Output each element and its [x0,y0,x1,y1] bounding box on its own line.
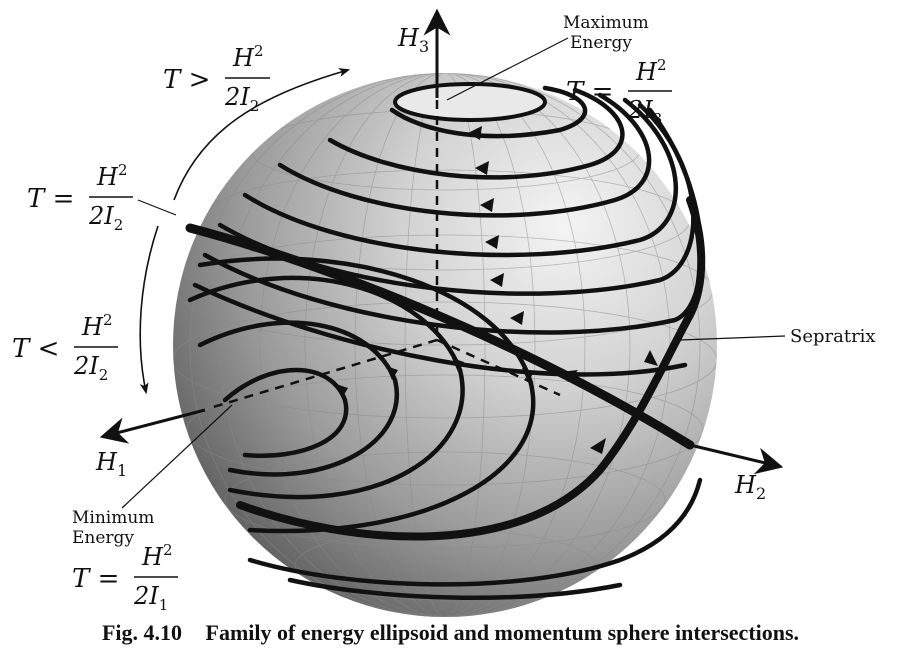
equation-t-equal: T = H2 2I2 [27,161,177,234]
max-energy-cap [393,82,547,122]
flow-arrows [336,126,658,454]
axis-label-h3: H3 [397,24,429,56]
svg-text:T >: T > [163,65,210,95]
svg-text:Sepratrix: Sepratrix [790,326,876,347]
equation-t-less: T < H2 2I2 [12,311,118,384]
maximum-energy-label: Maximum Energy [446,13,649,101]
equation-t-greater: T > H2 2I2 [163,42,270,115]
figure-caption: Fig. 4.10 Family of energy ellipsoid and… [0,620,901,646]
svg-text:T =: T = [72,564,119,594]
svg-text:Energy: Energy [72,528,134,548]
external-axes [99,8,784,475]
svg-text:H2: H2 [81,311,112,341]
svg-text:2I2: 2I2 [88,202,123,234]
svg-text:H2: H2 [141,541,172,571]
sepratrix-label: Sepratrix [679,326,876,347]
svg-text:H2: H2 [96,161,127,191]
svg-text:Energy: Energy [570,33,632,53]
h2-axis-arrow [689,443,784,475]
svg-text:T <: T < [12,334,59,364]
equation-t-max: T = H2 2I3 [566,56,672,128]
internal-axes [209,100,561,410]
figure-caption-text: Family of energy ellipsoid and momentum … [205,620,800,645]
energy-arrow-lower [139,225,159,395]
svg-text:T =: T = [27,184,74,214]
minimum-energy-label: Minimum Energy [72,404,233,548]
axis-label-h1: H1 [95,448,127,480]
svg-text:2I1: 2I1 [133,582,168,614]
figure-number: Fig. 4.10 [101,620,182,645]
svg-text:2I3: 2I3 [627,96,662,128]
svg-text:T =: T = [566,77,613,107]
lower-trajectories [187,256,703,600]
h1-axis-arrow [99,408,206,444]
axis-label-h2: H2 [734,471,766,503]
svg-text:2I2: 2I2 [224,83,259,115]
svg-text:Maximum: Maximum [563,13,649,33]
svg-text:Minimum: Minimum [72,508,154,528]
sphere-mesh [173,73,717,617]
equation-t-min: T = H2 2I1 [72,541,178,614]
energy-arrow-upper [173,68,351,201]
svg-text:H2: H2 [635,56,666,86]
svg-text:2I2: 2I2 [73,352,108,384]
separatrix-curve [185,196,706,541]
svg-text:H2: H2 [232,42,263,72]
